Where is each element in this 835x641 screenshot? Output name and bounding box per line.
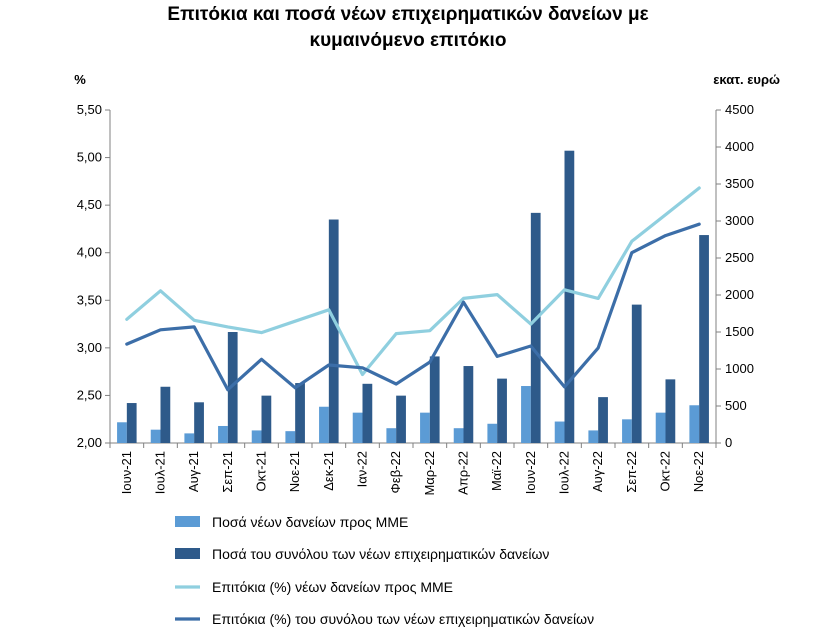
- bar: [521, 386, 531, 443]
- legend-label: Ποσά του συνόλου των νέων επιχειρηματικώ…: [212, 546, 549, 562]
- bar: [295, 383, 305, 443]
- category-label: Οκτ-22: [658, 451, 673, 492]
- bar: [160, 386, 171, 443]
- bar: [487, 423, 498, 443]
- right-tick-label: 0: [725, 435, 732, 450]
- bar: [463, 366, 474, 443]
- left-tick-label: 4,00: [77, 245, 102, 260]
- bar: [453, 428, 464, 443]
- bar: [386, 428, 397, 443]
- series-line: [125, 186, 701, 377]
- category-label: Απρ-22: [456, 451, 471, 495]
- bar: [285, 431, 296, 443]
- bar: [497, 378, 507, 443]
- bar: [126, 403, 137, 443]
- bar: [631, 304, 642, 443]
- left-tick-label: 3,00: [77, 340, 102, 355]
- bar: [117, 422, 127, 443]
- right-tick-label: 3500: [725, 176, 754, 191]
- right-tick-label: 4000: [725, 139, 754, 154]
- category-label: Ιουν-22: [523, 451, 538, 494]
- category-label: Αυγ-21: [186, 451, 201, 492]
- bar: [328, 219, 339, 443]
- series-line: [125, 222, 701, 392]
- bar: [564, 150, 575, 443]
- legend-swatch: [175, 548, 200, 559]
- category-label: Οκτ-21: [254, 451, 269, 492]
- chart-title-line2: κυμαινόμενο επιτόκιο: [310, 30, 507, 51]
- chart-title-line1: Επιτόκια και ποσά νέων επιχειρηματικών δ…: [167, 4, 648, 25]
- bar: [622, 419, 632, 443]
- bar: [261, 395, 272, 443]
- left-tick-label: 5,50: [77, 102, 102, 117]
- bar: [689, 405, 700, 443]
- left-tick-label: 2,00: [77, 435, 102, 450]
- category-label: Ιουλ-21: [153, 451, 168, 494]
- left-tick-label: 2,50: [77, 387, 102, 402]
- bar: [184, 433, 195, 443]
- legend-swatch: [175, 516, 200, 527]
- legend-label: Επιτόκια (%) νέων δανείων προς ΜΜΕ: [212, 579, 453, 595]
- right-axis-unit: εκατ. ευρώ: [713, 72, 780, 87]
- category-label: Φεβ-22: [388, 451, 403, 493]
- left-tick-label: 3,50: [77, 292, 102, 307]
- bar: [150, 429, 161, 443]
- category-label: Μαρ-22: [422, 451, 437, 496]
- category-label: Αυγ-22: [590, 451, 605, 492]
- bar: [699, 235, 709, 443]
- bar: [530, 212, 541, 443]
- legend: Ποσά νέων δανείων προς ΜΜΕ Ποσά του συνόλ…: [175, 514, 594, 627]
- right-tick-label: 4500: [725, 102, 754, 117]
- bar: [429, 356, 440, 443]
- category-label: Δεκ-21: [321, 451, 336, 491]
- category-label: Μαϊ-22: [489, 451, 504, 491]
- category-label: Σεπ-22: [624, 451, 639, 493]
- category-label: Ιουν-21: [119, 451, 134, 494]
- left-axis-unit: %: [74, 72, 86, 87]
- bar: [352, 412, 363, 443]
- bar: [554, 421, 565, 443]
- bar: [251, 430, 262, 443]
- right-tick-label: 2500: [725, 250, 754, 265]
- bar: [665, 379, 676, 443]
- bar: [598, 397, 608, 443]
- bar: [420, 412, 430, 443]
- plot-area: 2,00 2,50 3,00 3,50 4,00 4,50 5,00 5,50 0 500 1000…: [77, 102, 754, 496]
- category-label: Νοε-22: [691, 451, 706, 492]
- left-tick-label: 5,00: [77, 150, 102, 165]
- bar: [194, 402, 204, 443]
- right-tick-label: 3000: [725, 213, 754, 228]
- bar: [218, 425, 228, 443]
- category-label: Σεπ-21: [220, 451, 235, 493]
- legend-label: Ποσά νέων δανείων προς ΜΜΕ: [212, 514, 408, 530]
- bar: [319, 406, 329, 443]
- bar: [655, 412, 666, 443]
- bar: [227, 332, 238, 443]
- bar: [362, 383, 373, 443]
- legend-label: Επιτόκια (%) του συνόλου των νέων επιχει…: [212, 611, 594, 627]
- bar: [588, 430, 599, 443]
- right-tick-label: 500: [725, 398, 747, 413]
- right-tick-label: 2000: [725, 287, 754, 302]
- category-label: Ιαν-22: [355, 451, 370, 487]
- right-tick-label: 1000: [725, 361, 754, 376]
- left-tick-label: 4,50: [77, 197, 102, 212]
- category-label: Ιουλ-22: [557, 451, 572, 494]
- category-label: Νοε-21: [287, 451, 302, 492]
- right-tick-label: 1500: [725, 324, 754, 339]
- bar: [396, 395, 406, 443]
